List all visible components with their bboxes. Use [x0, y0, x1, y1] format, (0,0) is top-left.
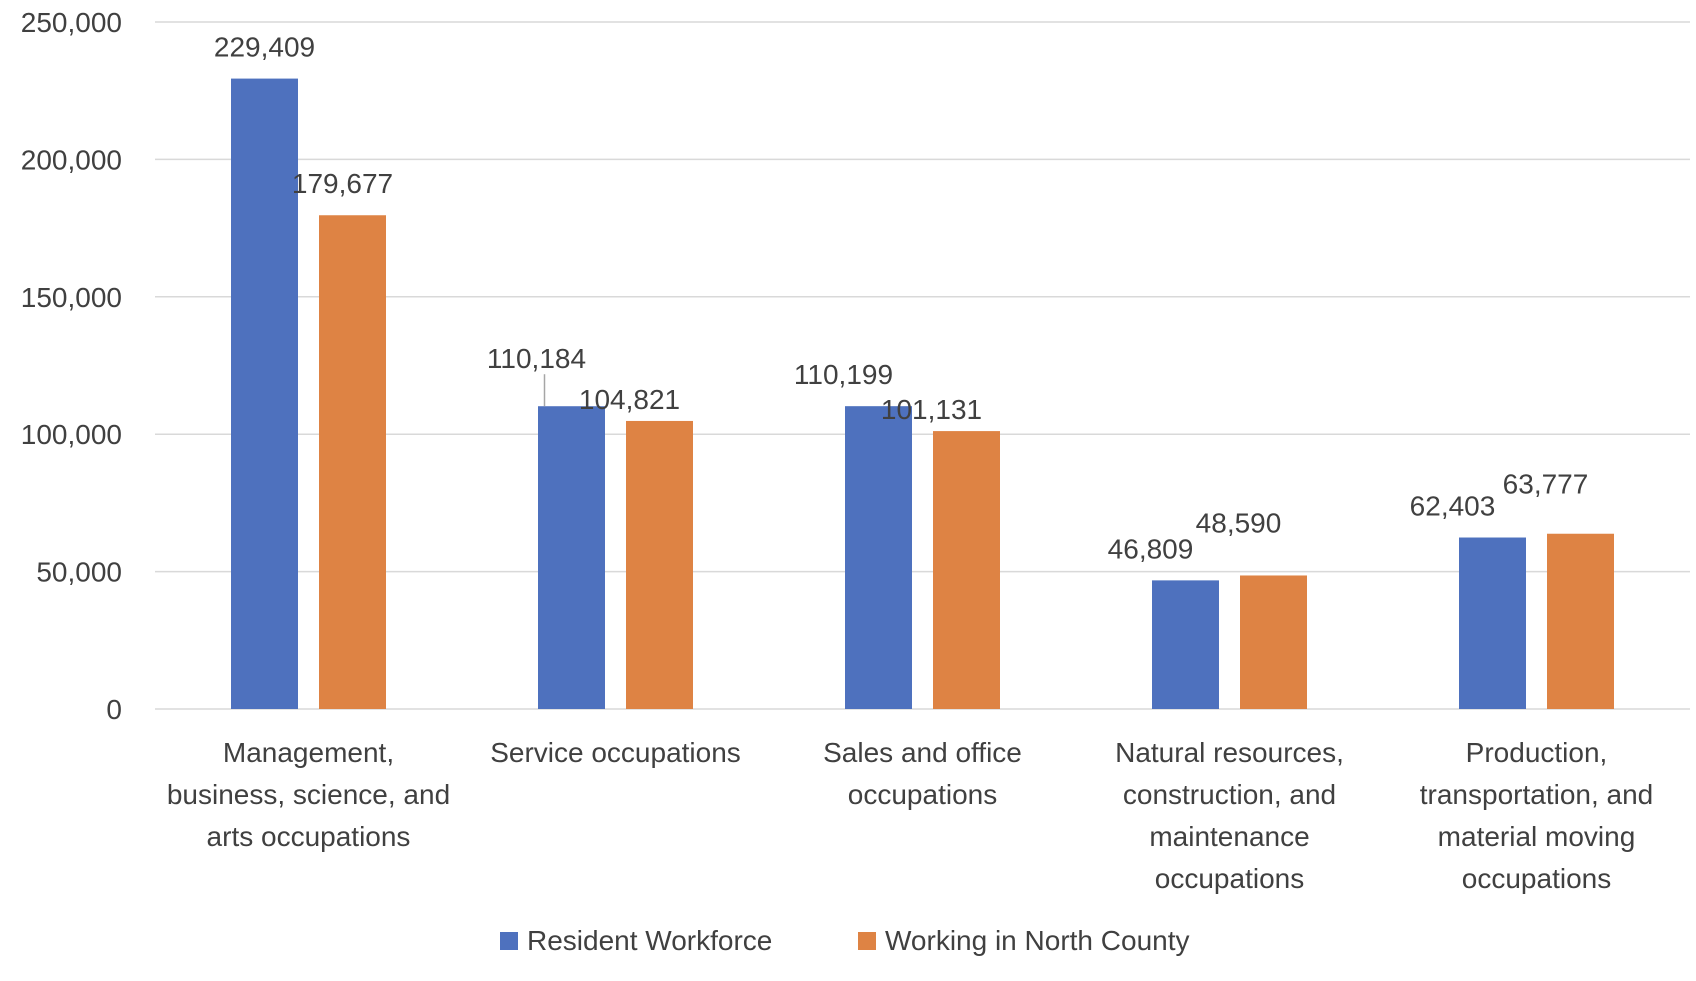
y-axis-ticks: 0 50,000 100,000 150,000 200,000 250,000 — [21, 7, 122, 725]
data-label: 48,590 — [1196, 507, 1282, 538]
data-label: 104,821 — [579, 384, 680, 415]
bar-working-in-north-county — [319, 215, 386, 709]
bar-resident-workforce — [845, 406, 912, 709]
bar-resident-workforce — [538, 406, 605, 709]
bar-working-in-north-county — [933, 431, 1000, 709]
x-category-label: Natural resources, construction, and maint… — [1115, 737, 1344, 894]
data-label: 179,677 — [292, 168, 393, 199]
x-category-label-line: business, science, and — [167, 779, 450, 810]
x-category-label-line: material moving — [1438, 821, 1636, 852]
data-label: 62,403 — [1410, 491, 1496, 522]
x-category-label-line: Natural resources, — [1115, 737, 1344, 768]
data-label: 63,777 — [1503, 469, 1589, 500]
bar-resident-workforce — [1459, 537, 1526, 709]
y-tick-label: 250,000 — [21, 7, 122, 38]
y-tick-label: 50,000 — [36, 557, 122, 588]
x-category-label-line: construction, and — [1123, 779, 1336, 810]
x-category-label-line: occupations — [1155, 863, 1304, 894]
y-tick-label: 150,000 — [21, 282, 122, 313]
bar-working-in-north-county — [626, 420, 693, 709]
legend: Resident Workforce Working in North Count… — [500, 925, 1190, 956]
bar-resident-workforce — [231, 78, 298, 710]
bar-working-in-north-county — [1240, 575, 1307, 709]
data-label: 46,809 — [1108, 533, 1194, 564]
bar-working-in-north-county — [1547, 533, 1614, 709]
data-label: 101,131 — [881, 394, 982, 425]
legend-label: Resident Workforce — [527, 925, 772, 956]
x-category-label-line: Production, — [1466, 737, 1608, 768]
bar-resident-workforce — [1152, 580, 1219, 709]
x-category-label: Management, business, science, and arts oc… — [167, 737, 450, 852]
x-category-label-line: arts occupations — [207, 821, 411, 852]
legend-swatch — [500, 932, 518, 950]
y-tick-label: 0 — [106, 694, 122, 725]
x-axis-categories: Management, business, science, and arts oc… — [167, 737, 1653, 894]
data-label: 110,184 — [487, 343, 586, 374]
data-label: 110,199 — [794, 359, 893, 390]
x-category-label-line: occupations — [848, 779, 997, 810]
x-category-label: Service occupations — [490, 737, 741, 768]
x-category-label: Production, transportation, and material m… — [1420, 737, 1654, 894]
data-labels: 229,409 179,677 110,184 104,821 110,199 101,1… — [214, 32, 1588, 565]
gridlines — [155, 21, 1690, 710]
x-category-label: Sales and office occupations — [823, 737, 1022, 810]
y-tick-label: 200,000 — [21, 144, 122, 175]
x-category-label-line: maintenance — [1149, 821, 1309, 852]
x-category-label-line: Sales and office — [823, 737, 1022, 768]
x-category-label-line: occupations — [1462, 863, 1611, 894]
x-category-label-line: Management, — [223, 737, 394, 768]
bars — [231, 78, 1614, 710]
y-tick-label: 100,000 — [21, 419, 122, 450]
x-category-label-line: transportation, and — [1420, 779, 1654, 810]
legend-swatch — [858, 932, 876, 950]
legend-label: Working in North County — [885, 925, 1190, 956]
data-label: 229,409 — [214, 32, 315, 63]
x-category-label-line: Service occupations — [490, 737, 741, 768]
